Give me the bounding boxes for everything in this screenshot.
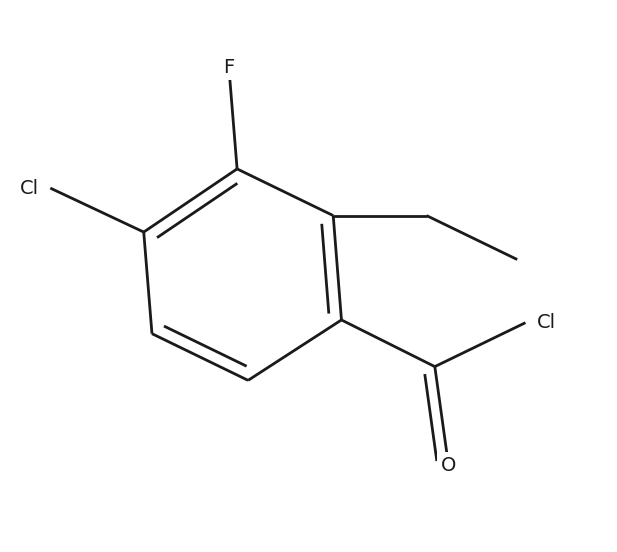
Text: Cl: Cl <box>536 313 555 332</box>
Text: Cl: Cl <box>20 179 39 198</box>
Text: O: O <box>441 456 456 475</box>
Text: F: F <box>223 58 234 77</box>
